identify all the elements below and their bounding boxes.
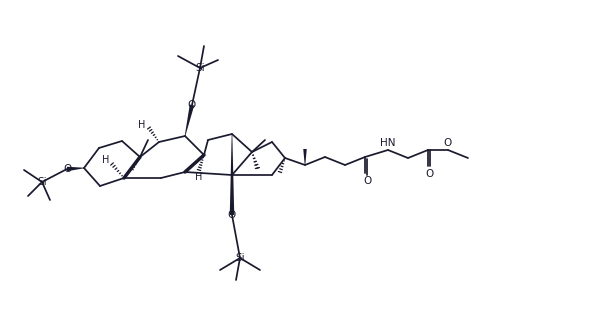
Polygon shape [304, 149, 307, 165]
Text: O: O [228, 210, 236, 220]
Text: Si: Si [37, 177, 47, 187]
Text: O: O [188, 100, 196, 110]
Polygon shape [67, 167, 84, 171]
Text: H: H [195, 172, 203, 182]
Polygon shape [185, 105, 194, 136]
Text: O: O [426, 169, 434, 179]
Polygon shape [230, 134, 234, 215]
Text: H: H [138, 120, 145, 130]
Text: O: O [363, 176, 371, 186]
Text: O: O [444, 138, 452, 148]
Text: Si: Si [235, 253, 245, 263]
Text: H: H [102, 155, 110, 165]
Text: HN: HN [380, 138, 395, 148]
Text: Si: Si [195, 63, 205, 73]
Text: O: O [63, 164, 71, 174]
